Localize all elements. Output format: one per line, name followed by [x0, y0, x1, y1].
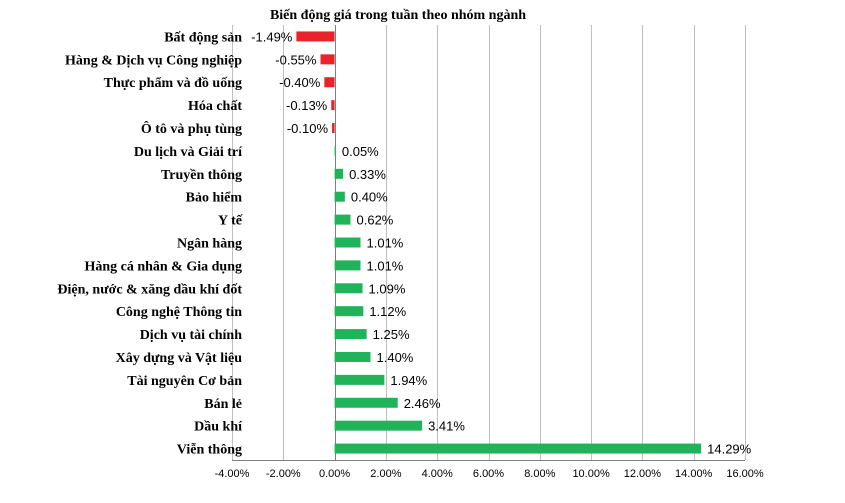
category-label: Thực phẩm và đồ uống: [104, 76, 242, 91]
bar: [334, 443, 702, 454]
value-label: -0.13%: [286, 98, 328, 113]
x-axis-ticks: -4.00% -2.00% 0.00% 2.00% 4.00% 6.00% 8.00% 10.…: [215, 460, 764, 480]
bar: [334, 351, 371, 362]
category-label: Tài nguyên Cơ bản: [127, 374, 242, 389]
value-label: 1.01%: [367, 258, 404, 273]
bar: [334, 260, 361, 271]
value-label: -1.49%: [251, 29, 293, 44]
category-label: Xây dựng và Vật liệu: [116, 351, 243, 366]
x-tick-label: 8.00%: [524, 468, 555, 480]
bar: [334, 306, 364, 317]
value-label: 1.12%: [369, 304, 406, 319]
category-label: Du lịch và Giải trí: [134, 145, 243, 160]
x-tick-label: 4.00%: [422, 468, 453, 480]
value-label: 0.33%: [349, 167, 386, 182]
x-tick-label: -4.00%: [215, 468, 250, 480]
value-label: 1.01%: [367, 236, 404, 251]
category-label: Truyền thông: [161, 168, 242, 183]
value-label: 2.46%: [404, 396, 441, 411]
bar: [334, 214, 351, 225]
category-label: Hàng cá nhân & Gia dụng: [84, 259, 242, 274]
category-label: Điện, nước & xăng dầu khí đốt: [57, 282, 242, 297]
category-label: Y tế: [218, 214, 243, 229]
bar: [324, 77, 335, 88]
bar: [334, 374, 385, 385]
gridlines: [232, 25, 746, 460]
value-label: 0.05%: [342, 144, 379, 159]
bar: [296, 31, 335, 42]
value-label: 1.40%: [377, 350, 414, 365]
value-label: 1.09%: [369, 281, 406, 296]
bar: [320, 54, 335, 65]
bar: [334, 191, 345, 202]
value-label: 3.41%: [428, 419, 465, 434]
bar: [334, 420, 423, 431]
category-label: Ngân hàng: [177, 237, 242, 252]
category-label: Hóa chất: [188, 99, 242, 114]
value-label: -0.40%: [279, 75, 321, 90]
bar: [332, 123, 335, 134]
x-tick-label: 10.00%: [572, 468, 610, 480]
value-label: 0.40%: [351, 190, 388, 205]
category-label: Ô tô và phụ tùng: [141, 120, 242, 137]
bar: [334, 145, 336, 156]
x-tick-label: 14.00%: [675, 468, 713, 480]
category-label: Bán lẻ: [204, 397, 242, 412]
bar: [334, 283, 363, 294]
bar: [334, 168, 344, 179]
bar: [334, 237, 361, 248]
bar: [331, 100, 335, 111]
x-tick-label: 16.00%: [726, 468, 764, 480]
category-label: Bất động sản: [164, 30, 242, 45]
value-label: 14.29%: [707, 442, 752, 457]
bars: [296, 31, 702, 454]
value-label: 1.25%: [373, 327, 410, 342]
category-label: Viễn thông: [177, 442, 242, 458]
value-label: -0.55%: [275, 52, 317, 67]
category-label: Hàng & Dịch vụ Công nghiệp: [65, 53, 242, 68]
value-label: 0.62%: [357, 213, 394, 228]
category-label: Dầu khí: [194, 420, 243, 435]
x-tick-label: 0.00%: [319, 468, 350, 480]
chart-title: Biến động giá trong tuần theo nhóm ngành: [270, 8, 526, 23]
x-tick-label: 2.00%: [370, 468, 401, 480]
x-tick-label: -2.00%: [266, 468, 301, 480]
value-label: -0.10%: [287, 121, 329, 136]
labels: Bất động sản -1.49% Hàng & Dịch vụ Công ng…: [57, 29, 751, 457]
category-label: Dịch vụ tài chính: [140, 328, 243, 343]
bar: [334, 397, 398, 408]
value-label: 1.94%: [390, 373, 427, 388]
x-tick-label: 12.00%: [624, 468, 662, 480]
bar: [334, 329, 367, 340]
category-label: Bảo hiểm: [186, 191, 243, 206]
x-tick-label: 6.00%: [473, 468, 504, 480]
category-label: Công nghệ Thông tin: [116, 305, 242, 320]
